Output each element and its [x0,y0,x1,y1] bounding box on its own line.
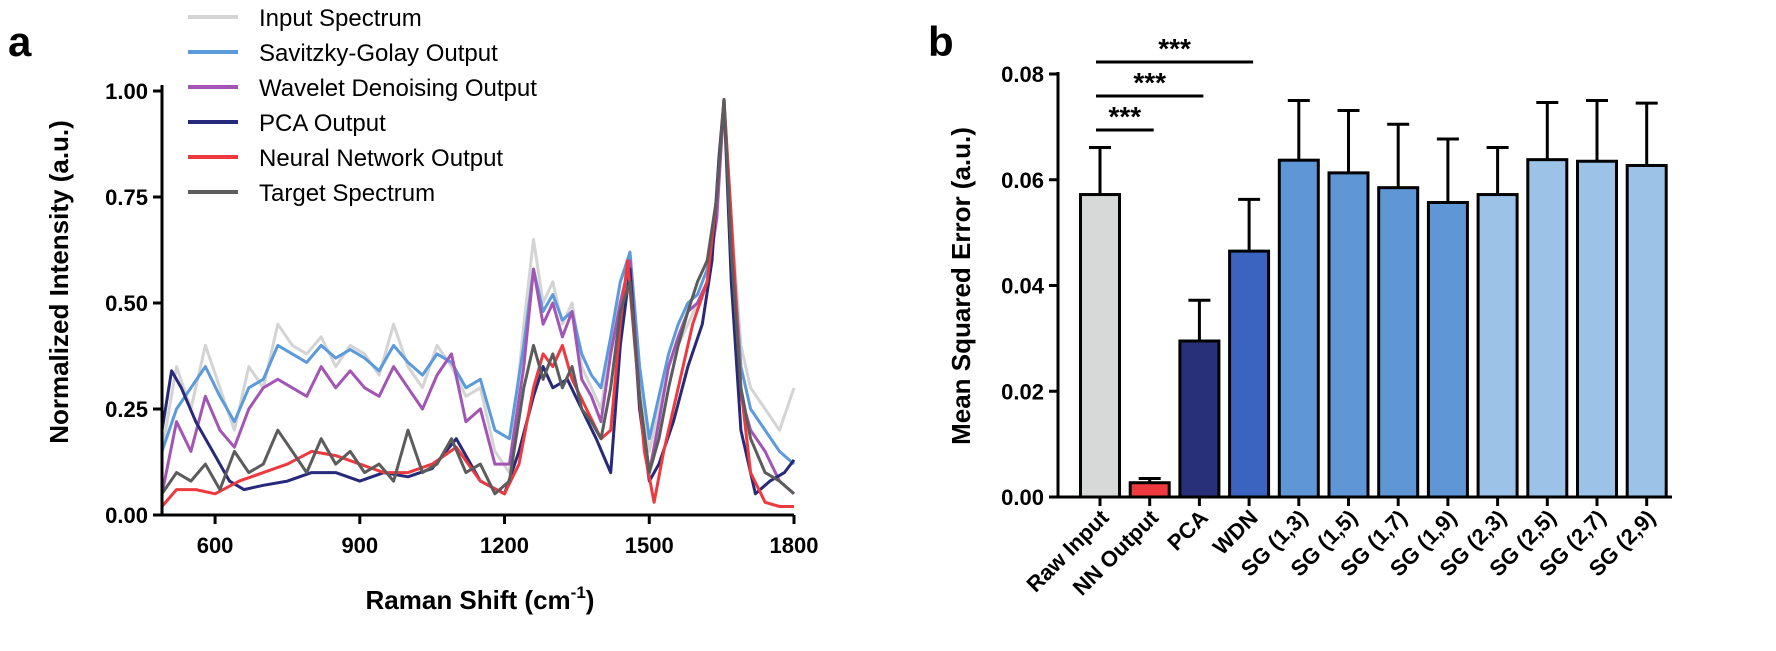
legend-label: Wavelet Denoising Output [259,75,537,102]
chart-b-bars [1079,98,1668,499]
chart-a-x-axis-label: Raman Shift (cm-1) [366,583,595,615]
bar [1625,163,1668,499]
bar [1277,158,1320,499]
legend-label: Savitzky-Golay Output [259,40,498,67]
bar [1327,171,1370,499]
y-tick-label: 0.75 [105,185,148,210]
series-line-2 [160,98,795,495]
bar [1228,249,1271,499]
x-tick-label: 1200 [480,533,529,558]
bar [1128,481,1171,499]
y-tick-label: 0.50 [105,291,148,316]
bar [1576,159,1618,499]
y-tick-label: 0.00 [1001,485,1044,510]
x-tick-label: PCA [1162,505,1213,556]
x-tick-label: 1500 [625,533,674,558]
series-line-5 [160,98,795,496]
legend-label: Neural Network Output [259,145,503,172]
chart-b-significance: ********* [1096,33,1254,132]
bar [1079,193,1121,499]
x-tick-label: 600 [197,533,234,558]
chart-a-series [160,98,796,508]
y-tick-label: 1.00 [105,79,148,104]
y-tick-label: 0.06 [1001,168,1044,193]
y-tick-label: 0.00 [105,503,148,528]
legend-label: PCA Output [259,110,386,137]
chart-a-y-axis-label: Normalized Intensity (a.u.) [44,120,74,444]
panel-b-letter: b [928,18,954,65]
y-tick-label: 0.02 [1001,379,1044,404]
y-tick-label: 0.25 [105,397,148,422]
bar [1178,339,1221,499]
bar [1476,193,1519,499]
bar [1377,186,1420,499]
bar [1426,200,1469,499]
chart-a-legend: Input Spectrum Savitzky-Golay Output Wavel… [188,5,537,207]
significance-label: *** [1133,67,1166,98]
bar [1526,158,1569,499]
panel-a-letter: a [8,18,32,65]
chart-b-y-axis-label: Mean Squared Error (a.u.) [946,127,976,445]
legend-label: Input Spectrum [259,5,422,32]
significance-label: *** [1158,33,1191,64]
x-tick-label: 1800 [770,533,819,558]
significance-label: *** [1108,101,1141,132]
y-tick-label: 0.08 [1001,62,1044,87]
chart-a: 0.00 0.25 0.50 0.75 1.00 600 900 1200 1500 1800 I… [44,5,818,615]
y-tick-label: 0.04 [1001,274,1045,299]
x-tick-label: 900 [341,533,378,558]
chart-a-axes: 0.00 0.25 0.50 0.75 1.00 600 900 1200 1500 1800 [105,79,818,558]
legend-label: Target Spectrum [259,180,435,207]
